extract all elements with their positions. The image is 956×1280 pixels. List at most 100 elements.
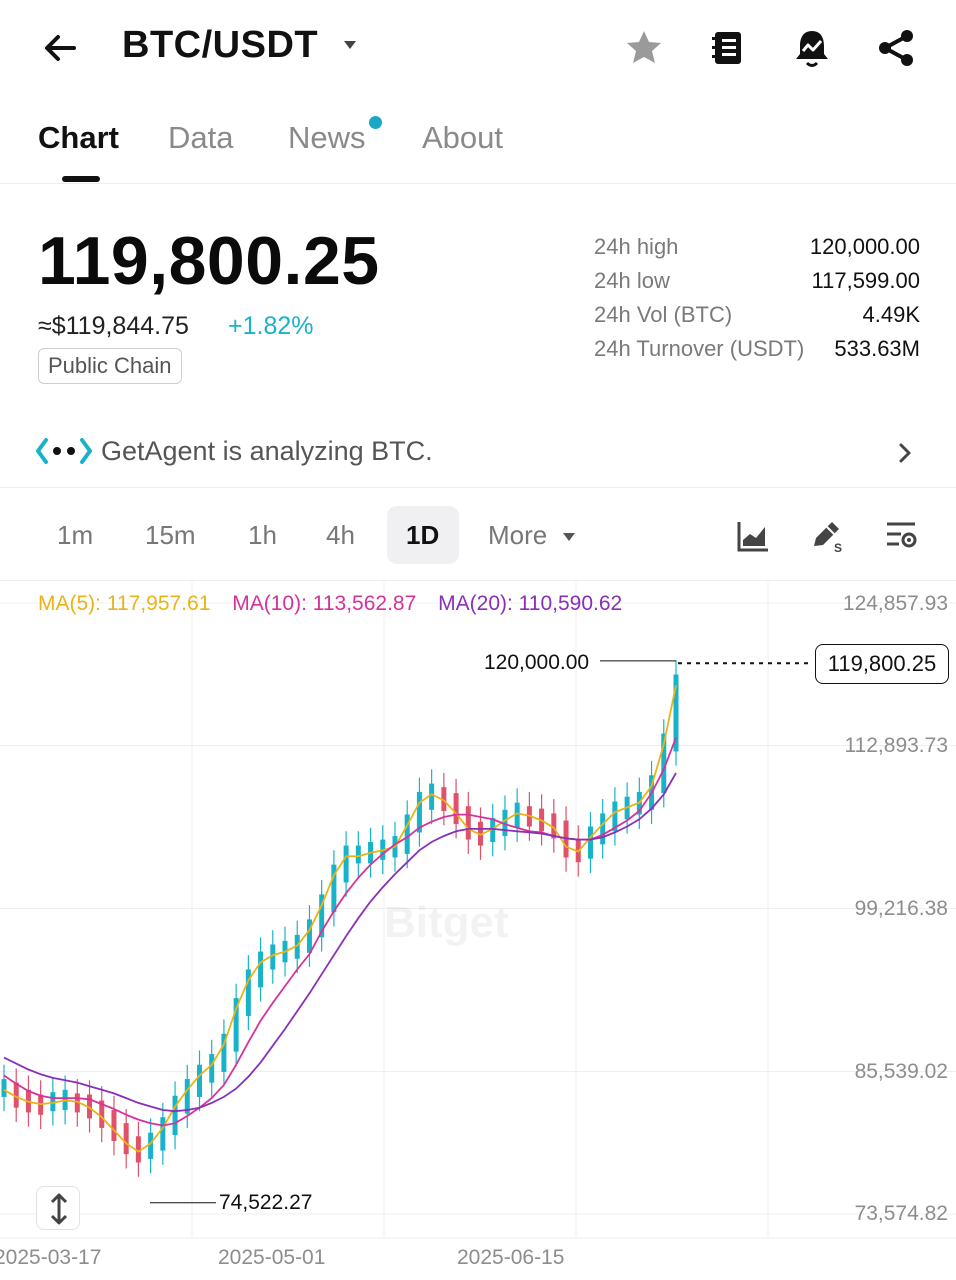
stat-value: 117,599.00 [811,268,920,293]
back-arrow-icon[interactable] [38,26,82,70]
high-marker-label: 120,000.00 [484,651,590,674]
interval-4h[interactable]: 4h [326,520,355,550]
y-tick-label: 85,539.02 [854,1060,948,1083]
ma5-line [3,685,677,1153]
candle-body [587,826,593,859]
candle-body [612,801,618,832]
24h-stats: 24h high 120,000.00 24h low 117,599.00 2… [594,234,920,370]
caret-down-icon[interactable] [562,532,576,542]
vertical-resize-icon [50,1193,68,1225]
ma20-line [3,772,677,1113]
stat-row: 24h high 120,000.00 [594,234,920,268]
tab-chart[interactable]: Chart [38,120,119,155]
interval-1d[interactable]: 1D [406,520,440,550]
x-tick-label: 2025-03-17 [0,1246,102,1269]
candle-body [343,845,349,883]
active-tab-indicator [62,176,100,182]
candle-body [294,934,300,959]
chevron-right-icon[interactable] [896,440,914,466]
candle-body [160,1117,166,1151]
price-chart[interactable]: Bitget MA(5): 117,957.61 MA(10): 113,562… [0,582,956,1280]
candlestick-svg[interactable] [0,582,956,1280]
candle-body [502,809,508,837]
active-interval-highlight [387,506,459,564]
stat-row: 24h Turnover (USDT) 533.63M [594,336,920,370]
usd-equivalent: ≈$119,844.75 [38,312,189,340]
ma20-label: MA(20): 110,590.62 [438,592,623,615]
interval-bar: 1m 15m 1h 4h 1D More S [0,506,956,566]
candle-body [184,1079,190,1114]
svg-text:S: S [834,541,842,554]
candle-body [258,951,264,988]
tab-news[interactable]: News [288,120,366,155]
interval-15m[interactable]: 15m [145,520,196,550]
candle-body [661,733,667,794]
x-tick-label: 2025-06-15 [457,1246,565,1269]
candle-body [514,802,520,828]
share-icon[interactable] [874,26,918,70]
last-price: 119,800.25 [38,223,380,299]
candle-body [600,813,606,845]
getagent-text: GetAgent is analyzing BTC. [101,436,433,466]
candle-body [429,783,435,810]
price-alert-bell-icon[interactable] [790,26,834,70]
x-tick-label: 2025-05-01 [218,1246,326,1269]
stat-row: 24h Vol (BTC) 4.49K [594,302,920,336]
trading-pair-title[interactable]: BTC/USDT [122,24,319,66]
y-tick-label: 99,216.38 [854,897,948,920]
getagent-logo-icon [36,438,92,464]
candle-body [1,1079,7,1097]
y-tick-label: 112,893.73 [844,734,948,757]
stat-label: 24h high [594,234,679,259]
candle-body [13,1082,19,1108]
ma10-label: MA(10): 113,562.87 [232,592,417,615]
ma5-label: MA(5): 117,957.61 [38,592,211,615]
low-marker-label: 74,522.27 [219,1191,313,1214]
candle-body [441,787,447,811]
interval-1m[interactable]: 1m [57,520,94,550]
candle-body [551,813,557,839]
stat-value: 4.49K [862,302,921,327]
stat-value: 120,000.00 [809,234,920,259]
top-bar: BTC/USDT [0,0,956,96]
candle-body [673,674,679,752]
candle-body [490,818,496,842]
candle-body [245,969,251,1016]
candle-body [196,1064,202,1097]
stat-row: 24h low 117,599.00 [594,268,920,302]
chart-type-icon[interactable] [735,518,771,554]
tab-data[interactable]: Data [168,120,234,155]
candle-body [148,1132,154,1159]
star-icon[interactable] [622,26,666,70]
candle-body [355,845,361,864]
y-tick-label: 124,857.93 [842,592,948,615]
last-price-tag[interactable]: 119,800.25 [815,644,949,684]
caret-down-icon[interactable] [342,38,358,52]
indicator-settings-icon[interactable] [883,518,919,554]
price-change-percent: +1.82% [228,312,314,340]
candle-body [123,1123,129,1155]
chart-expand-button[interactable] [36,1186,80,1230]
ma10-line [3,737,677,1127]
candle-body [270,944,276,970]
interval-more[interactable]: More [488,520,548,550]
tab-about[interactable]: About [422,120,504,155]
candle-body [331,864,337,913]
ma-legend: MA(5): 117,957.61 MA(10): 113,562.87 MA(… [38,592,638,616]
getagent-banner[interactable]: GetAgent is analyzing BTC. [0,414,956,488]
candle-body [209,1054,215,1083]
divider [0,580,956,581]
news-unread-dot [369,116,382,129]
interval-1h[interactable]: 1h [248,520,277,550]
candle-body [221,1033,227,1072]
candle-body [233,998,239,1052]
bitget-watermark: Bitget [384,898,509,947]
candle-body [404,814,410,854]
stat-value: 533.63M [834,336,920,361]
category-badge[interactable]: Public Chain [38,348,182,384]
notebook-icon[interactable] [706,26,750,70]
drawing-tools-icon[interactable]: S [808,518,844,554]
candle-body [319,894,325,938]
candle-body [306,919,312,953]
candle-body [99,1100,105,1128]
